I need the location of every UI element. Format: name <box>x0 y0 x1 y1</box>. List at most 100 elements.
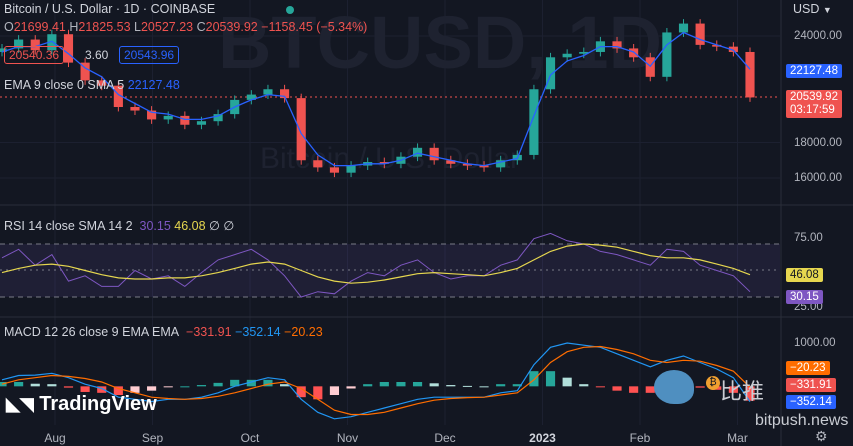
candle-body <box>562 53 572 58</box>
tradingview-logo[interactable]: ◣◥ TradingView <box>6 393 157 416</box>
macd-histogram-bar <box>346 386 356 389</box>
candle-body <box>695 23 705 45</box>
macd-histogram-bar <box>462 385 472 387</box>
macd-histogram-bar <box>579 384 589 387</box>
candle-body <box>579 51 589 54</box>
macd-line-tag: −352.14 <box>786 395 836 409</box>
macd-histogram-bar <box>595 386 605 388</box>
macd-histogram-bar <box>512 384 522 387</box>
candle-body <box>712 44 722 47</box>
last-price-value: 20539.92 <box>790 91 838 103</box>
candle-body <box>379 162 389 164</box>
candle-body <box>63 34 74 63</box>
price-tick-18000: 18000.00 <box>794 137 842 149</box>
candle-body <box>745 51 755 98</box>
candle-body <box>196 121 207 125</box>
candle-body <box>496 160 506 168</box>
close-label: C <box>196 20 206 34</box>
macd-histogram-bar <box>246 379 256 387</box>
macd-histogram-value: −331.91 <box>186 325 232 339</box>
macd-signal-value: −20.23 <box>284 325 323 339</box>
bitcoin-coin-icon: ₿ <box>706 376 720 390</box>
candle-body <box>0 48 7 52</box>
time-axis-label: Oct <box>241 431 260 445</box>
macd-label: MACD 12 26 close 9 EMA EMA <box>4 325 180 339</box>
macd-histogram-bar <box>113 386 123 395</box>
bar-countdown: 03:17:59 <box>790 104 835 116</box>
macd-histogram-bar <box>695 386 705 388</box>
macd-histogram-bar <box>63 386 74 388</box>
macd-histogram-bar <box>213 382 223 387</box>
currency-label: USD <box>793 2 820 16</box>
market-status-dot <box>286 6 294 14</box>
macd-histogram-bar <box>429 383 439 387</box>
high-label: H <box>69 20 79 34</box>
candle-body <box>30 39 40 51</box>
ema-legend: EMA 9 close 0 SMA 5 22127.48 <box>4 78 180 92</box>
candle-body <box>662 32 672 77</box>
open-value: 21699.41 <box>13 20 66 34</box>
candle-body <box>246 94 256 100</box>
macd-histogram-bar <box>30 383 40 387</box>
price-tick-24000: 24000.00 <box>794 30 842 42</box>
buy-button[interactable]: 20543.96 <box>119 46 180 64</box>
macd-histogram-bar <box>14 382 24 387</box>
macd-histogram-bar <box>529 371 539 387</box>
candle-body <box>329 167 340 173</box>
macd-histogram-bar <box>645 386 655 393</box>
candle-body <box>130 107 140 111</box>
candle-body <box>545 57 556 90</box>
rsi-value: 30.15 <box>139 219 171 233</box>
macd-histogram-bar <box>396 382 406 387</box>
bitpush-site: bitpush.news <box>755 412 849 429</box>
macd-histogram-bar <box>147 386 157 391</box>
candle-body <box>446 160 456 164</box>
open-label: O <box>4 20 14 34</box>
macd-histogram-bar <box>130 386 140 393</box>
candle-body <box>612 41 622 49</box>
candle-body <box>462 163 472 166</box>
bitpush-logo: ₿ <box>654 370 720 404</box>
macd-histogram-bar <box>728 386 738 393</box>
rsi-legend: RSI 14 close SMA 14 2 30.15 46.08 ∅ ∅ <box>4 218 234 233</box>
candle-body <box>47 34 57 51</box>
last-price-tag: 20539.92 03:17:59 <box>786 90 842 118</box>
settings-gear-icon[interactable]: ⚙ <box>815 428 828 444</box>
rsi-value-tag: 30.15 <box>786 290 823 304</box>
chevron-down-icon: ▼ <box>822 5 832 15</box>
candle-body <box>113 85 123 107</box>
price-change: −1158.45 (−5.34%) <box>261 20 368 34</box>
candle-body <box>645 57 655 77</box>
macd-histogram-bar <box>230 379 240 387</box>
macd-hist-tag: −20.23 <box>786 361 830 375</box>
high-value: 21825.53 <box>78 20 131 34</box>
time-axis-label: Aug <box>44 431 65 445</box>
macd-histogram-bar <box>196 385 207 387</box>
macd-tick-1000: 1000.00 <box>794 337 836 349</box>
ema-value: 22127.48 <box>127 78 180 92</box>
candle-body <box>429 147 439 161</box>
rsi-extra: ∅ ∅ <box>209 219 235 233</box>
rsi-sma-tag: 46.08 <box>786 268 823 282</box>
watermark-ticker: BTCUSD, 1D <box>218 1 662 84</box>
time-axis-label: Mar <box>727 431 748 445</box>
rsi-tick-25: 25.00 <box>794 301 823 313</box>
time-axis-label: Feb <box>630 431 651 445</box>
candle-body <box>180 115 190 125</box>
currency-menu[interactable]: USD ▼ <box>793 2 832 16</box>
ema-label: EMA 9 close 0 SMA 5 <box>4 78 125 92</box>
candle-body <box>213 114 223 122</box>
candle-body <box>80 62 90 81</box>
ema-price-tag: 22127.48 <box>786 64 842 78</box>
macd-histogram-bar <box>329 386 340 395</box>
candle-body <box>163 115 173 120</box>
macd-histogram <box>0 371 755 401</box>
ema-line <box>1 31 751 167</box>
sell-button[interactable]: 20540.36 <box>4 46 65 64</box>
candle-body <box>263 89 273 95</box>
macd-histogram-bar <box>296 386 306 398</box>
macd-histogram-bar <box>612 386 622 391</box>
time-axis-label: Sep <box>142 431 164 445</box>
macd-histogram-bar <box>163 386 173 388</box>
